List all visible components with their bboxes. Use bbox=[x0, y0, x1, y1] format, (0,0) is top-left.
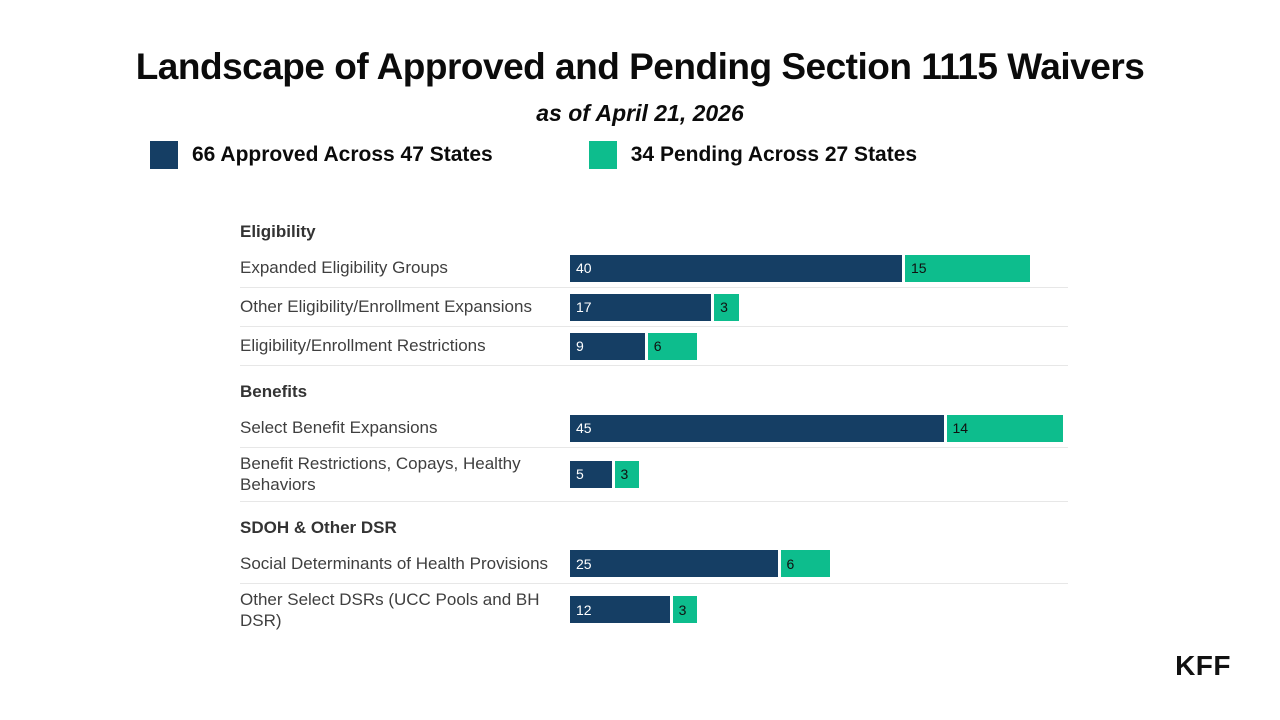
chart-row: Select Benefit Expansions 45 14 bbox=[240, 409, 1068, 448]
legend-label-approved: 66 Approved Across 47 States bbox=[192, 143, 493, 166]
row-label: Benefit Restrictions, Copays, Healthy Be… bbox=[240, 454, 521, 495]
row-label: Select Benefit Expansions bbox=[240, 418, 438, 438]
row-label: Social Determinants of Health Provisions bbox=[240, 553, 549, 573]
legend-item-pending: 34 Pending Across 27 States bbox=[588, 141, 918, 169]
legend-item-approved: 66 Approved Across 47 States bbox=[150, 141, 493, 169]
section-header: Eligibility bbox=[240, 222, 316, 241]
chart-row: Benefit Restrictions, Copays, Healthy Be… bbox=[240, 448, 1068, 502]
row-label: Expanded Eligibility Groups bbox=[240, 258, 448, 278]
row-label: Eligibility/Enrollment Restrictions bbox=[240, 336, 486, 356]
approved-bar: 25 bbox=[570, 550, 778, 577]
bar-track: 45 14 bbox=[570, 414, 1068, 442]
bar-track: 17 3 bbox=[570, 293, 1068, 321]
approved-bar: 40 bbox=[570, 254, 902, 282]
pending-bar: 3 bbox=[714, 293, 739, 321]
pending-bar: 6 bbox=[647, 332, 698, 360]
bar-track: 25 6 bbox=[570, 550, 1068, 577]
kff-logo: KFF bbox=[1175, 650, 1231, 681]
chart-row: Other Eligibility/Enrollment Expansions 1… bbox=[240, 288, 1068, 327]
chart-row: Eligibility/Enrollment Restrictions 9 6 bbox=[240, 327, 1068, 366]
bar-track: 40 15 bbox=[570, 254, 1068, 282]
row-label: Other Select DSRs (UCC Pools and BH DSR) bbox=[240, 589, 540, 630]
pending-bar: 6 bbox=[780, 550, 831, 577]
pending-bar: 14 bbox=[946, 414, 1063, 442]
chart-rows: Eligibility Expanded Eligibility Groups 40… bbox=[240, 220, 1068, 636]
approved-bar: 45 bbox=[570, 414, 944, 442]
pending-swatch-icon bbox=[588, 141, 617, 169]
legend-label-pending: 34 Pending Across 27 States bbox=[630, 143, 918, 166]
bar-chart: Eligibility Expanded Eligibility Groups 40… bbox=[240, 220, 1068, 636]
bar-track: 12 3 bbox=[570, 596, 1068, 624]
section-header: SDOH & Other DSR bbox=[240, 517, 397, 537]
pending-bar: 3 bbox=[614, 460, 640, 488]
approved-swatch-icon bbox=[150, 141, 178, 169]
pending-bar: 15 bbox=[905, 254, 1030, 282]
page-title: Landscape of Approved and Pending Sectio… bbox=[135, 46, 1145, 87]
approved-bar: 17 bbox=[570, 293, 712, 321]
pending-bar: 3 bbox=[672, 596, 698, 624]
legend: 66 Approved Across 47 States 34 Pending … bbox=[150, 141, 917, 169]
chart-row: Other Select DSRs (UCC Pools and BH DSR)… bbox=[240, 584, 1068, 637]
chart-row: Expanded Eligibility Groups 40 15 bbox=[240, 249, 1068, 288]
chart-row: Social Determinants of Health Provisions… bbox=[240, 545, 1068, 584]
row-label: Other Eligibility/Enrollment Expansions bbox=[240, 297, 532, 317]
approved-bar: 9 bbox=[570, 332, 645, 360]
approved-bar: 12 bbox=[570, 596, 670, 624]
approved-bar: 5 bbox=[570, 460, 612, 488]
section-header: Benefits bbox=[240, 382, 308, 401]
page-subtitle: as of April 21, 2026 bbox=[536, 100, 744, 126]
